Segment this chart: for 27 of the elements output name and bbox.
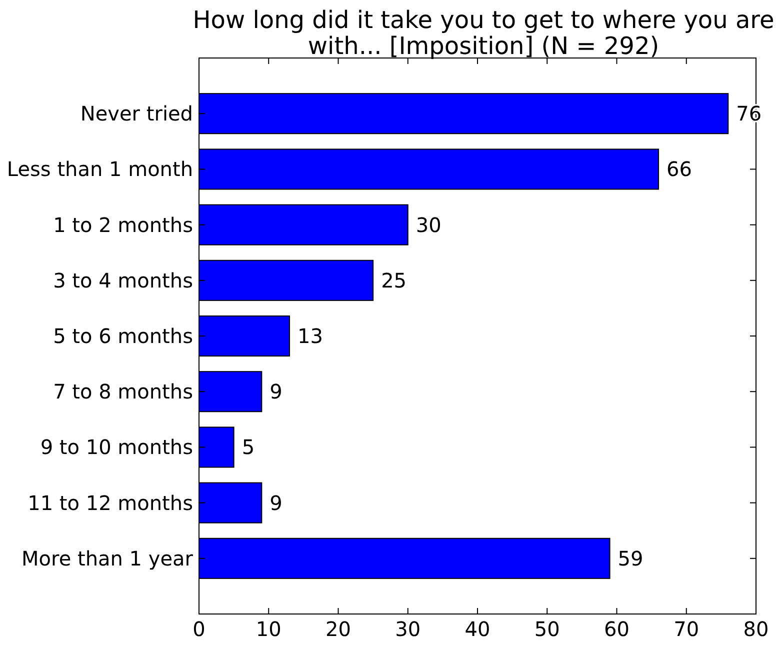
y-tick-label: Never tried [80, 102, 193, 126]
x-tick-label: 10 [256, 617, 282, 641]
y-tick-label: More than 1 year [22, 546, 194, 570]
x-tick-label: 0 [192, 617, 206, 641]
data-label: 5 [242, 435, 255, 460]
data-label: 25 [381, 268, 407, 292]
data-label: 30 [416, 212, 442, 237]
chart-title: How long did it take you to get to where you are with... [Imposition] (N = 292) [192, 6, 774, 60]
data-label: 59 [618, 546, 644, 570]
x-tick-label: 20 [326, 617, 351, 641]
x-tick-label: 40 [464, 617, 490, 641]
x-tick-label: 60 [604, 617, 630, 641]
x-tick-label: 70 [674, 617, 700, 641]
y-tick-label: Less than 1 month [6, 157, 193, 182]
x-tick-label: 80 [743, 617, 769, 641]
y-tick-label: 5 to 6 months [53, 324, 193, 348]
y-tick-label: 9 to 10 months [40, 435, 193, 460]
data-label: 9 [270, 490, 282, 515]
x-tick-label: 30 [395, 617, 421, 641]
y-tick-label: 3 to 4 months [53, 268, 193, 292]
y-tick-label: 7 to 8 months [53, 380, 193, 404]
data-label: 66 [666, 157, 692, 182]
y-tick-label: 11 to 12 months [28, 490, 193, 515]
x-tick-label: 50 [534, 617, 560, 641]
data-label: 13 [298, 324, 323, 348]
y-tick-label: 1 to 2 months [53, 212, 193, 237]
data-label: 9 [270, 380, 282, 404]
